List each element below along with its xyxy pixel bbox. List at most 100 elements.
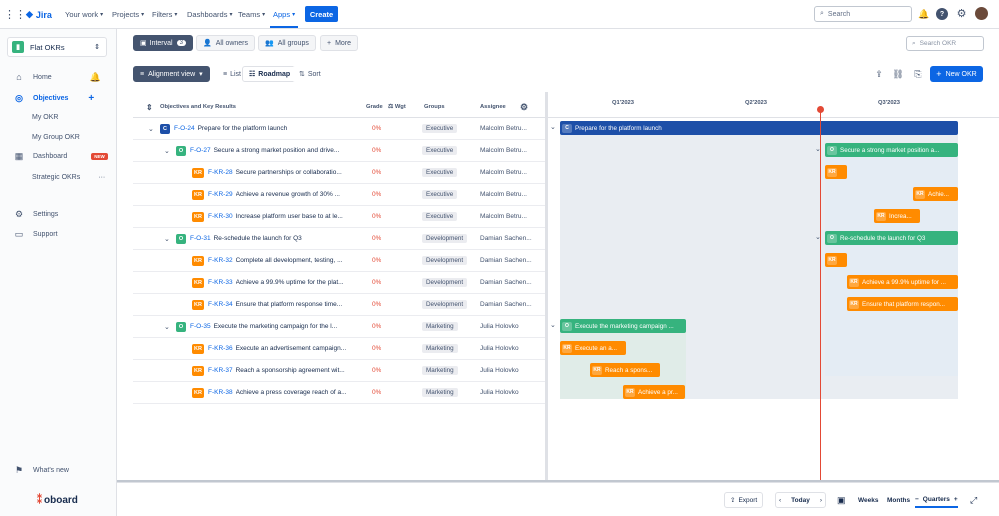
calendar-icon[interactable]: ▣ xyxy=(837,494,846,505)
okr-key-link[interactable]: F-KR-34 xyxy=(208,301,233,308)
group-cell[interactable]: Marketing xyxy=(422,388,458,397)
grade-value[interactable]: 0% xyxy=(372,301,382,308)
table-row[interactable]: KR F-KR-28 Secure partnerships or collabor… xyxy=(133,162,546,184)
chevron-down-icon[interactable]: ⌄ xyxy=(164,323,170,331)
add-objective-icon[interactable]: + xyxy=(88,92,95,104)
assignee-cell[interactable]: Julia Holovko xyxy=(480,367,519,374)
header-wgt[interactable]: ⚖ Wgt xyxy=(388,104,406,110)
grade-value[interactable]: 0% xyxy=(372,125,382,132)
okr-title[interactable]: Execute an advertisement campaign... xyxy=(235,345,347,352)
pane-splitter[interactable] xyxy=(545,92,548,482)
column-settings-icon[interactable]: ⚙ xyxy=(520,102,529,112)
table-row[interactable]: ⌄ O F-O-27 Secure a strong market position … xyxy=(133,140,546,162)
user-avatar[interactable] xyxy=(975,7,988,20)
okr-title[interactable]: Increase platform user base to at le... xyxy=(235,213,343,220)
group-cell[interactable]: Development xyxy=(422,234,468,243)
assignee-cell[interactable]: Malcolm Betru... xyxy=(480,169,527,176)
okr-key-link[interactable]: F-KR-29 xyxy=(208,191,233,198)
export-icon[interactable]: ⎘ xyxy=(914,68,922,79)
sidebar-item-support[interactable]: ▭ Support xyxy=(14,228,58,239)
assignee-cell[interactable]: Damian Sachen... xyxy=(480,257,532,264)
okr-key-link[interactable]: F-O-24 xyxy=(174,125,195,132)
okr-key-link[interactable]: F-KR-28 xyxy=(208,169,233,176)
timeline-bar[interactable]: KR xyxy=(825,165,847,179)
create-button[interactable]: Create xyxy=(305,6,338,22)
sidebar-item-my-group-okr[interactable]: My Group OKR xyxy=(32,133,80,141)
app-switcher-icon[interactable]: ⋮⋮ xyxy=(4,8,26,21)
table-row[interactable]: KR F-KR-37 Reach a sponsorship agreement w… xyxy=(133,360,546,382)
group-cell[interactable]: Executive xyxy=(422,190,458,199)
expand-all-icon[interactable]: ⇕ xyxy=(146,103,153,112)
okr-key-link[interactable]: F-KR-30 xyxy=(208,213,233,220)
link-icon[interactable]: ⛓ xyxy=(892,68,904,79)
table-row[interactable]: KR F-KR-30 Increase platform user base to … xyxy=(133,206,546,228)
group-cell[interactable]: Marketing xyxy=(422,322,458,331)
timeline-bar[interactable]: KR Execute an a... xyxy=(560,341,626,355)
group-cell[interactable]: Executive xyxy=(422,168,458,177)
grade-value[interactable]: 0% xyxy=(372,147,382,154)
okr-key-link[interactable]: F-KR-36 xyxy=(208,345,233,352)
timeline-bar[interactable]: KR Increa... xyxy=(874,209,920,223)
header-groups[interactable]: Groups xyxy=(424,104,445,110)
zoom-weeks[interactable]: Weeks xyxy=(858,496,879,504)
okr-title[interactable]: Reach a sponsorship agreement wit... xyxy=(235,367,345,374)
okr-key-link[interactable]: F-O-31 xyxy=(190,235,211,242)
timeline-bar[interactable]: KR Achie... xyxy=(913,187,958,201)
grade-value[interactable]: 0% xyxy=(372,191,382,198)
okr-title[interactable]: Achieve a revenue growth of 30% ... xyxy=(235,191,340,198)
grade-value[interactable]: 0% xyxy=(372,257,382,264)
fullscreen-icon[interactable]: ⤢ xyxy=(970,494,978,505)
settings-gear-icon[interactable]: ⚙ xyxy=(956,8,967,20)
assignee-cell[interactable]: Julia Holovko xyxy=(480,389,519,396)
share-icon[interactable]: ⇪ xyxy=(875,68,883,79)
timeline-bar[interactable]: KR Ensure that platform respon... xyxy=(847,297,958,311)
okr-key-link[interactable]: F-KR-33 xyxy=(208,279,233,286)
okr-title[interactable]: Execute the marketing campaign for the l… xyxy=(213,323,338,330)
header-assignee[interactable]: Assignee xyxy=(480,104,506,110)
grade-value[interactable]: 0% xyxy=(372,345,382,352)
timeline-bar[interactable]: O Re-schedule the launch for Q3 xyxy=(825,231,958,245)
grade-value[interactable]: 0% xyxy=(372,389,382,396)
chevron-down-icon[interactable]: ⌄ xyxy=(550,322,556,329)
assignee-cell[interactable]: Damian Sachen... xyxy=(480,301,532,308)
table-row[interactable]: KR F-KR-29 Achieve a revenue growth of 30%… xyxy=(133,184,546,206)
assignee-cell[interactable]: Malcolm Betru... xyxy=(480,125,527,132)
okr-title[interactable]: Achieve a 99.9% uptime for the plat... xyxy=(235,279,344,286)
chevron-down-icon[interactable]: ⌄ xyxy=(815,234,821,241)
new-okr-button[interactable]: + New OKR xyxy=(930,66,983,82)
okr-title[interactable]: Achieve a press coverage reach of a... xyxy=(235,389,347,396)
okr-title[interactable]: Re-schedule the launch for Q3 xyxy=(213,235,302,242)
nav-your-work[interactable]: Your work ▾ xyxy=(65,10,104,19)
table-row[interactable]: KR F-KR-32 Complete all development, testi… xyxy=(133,250,546,272)
group-cell[interactable]: Marketing xyxy=(422,344,458,353)
grade-value[interactable]: 0% xyxy=(372,323,382,330)
assignee-cell[interactable]: Julia Holovko xyxy=(480,345,519,352)
timeline-bar[interactable]: O Secure a strong market position a... xyxy=(825,143,958,157)
alignment-view-dropdown[interactable]: ≡ Alignment view ▾ xyxy=(133,66,210,82)
chevron-down-icon[interactable]: ⌄ xyxy=(164,147,170,155)
grade-value[interactable]: 0% xyxy=(372,279,382,286)
project-switcher[interactable]: ▮ Flat OKRs ⇕ xyxy=(7,37,107,57)
sidebar-item-settings[interactable]: ⚙ Settings xyxy=(14,208,59,219)
help-icon[interactable]: ? xyxy=(936,8,948,20)
timeline-bar[interactable]: O Execute the marketing campaign ... xyxy=(560,319,686,333)
grade-value[interactable]: 0% xyxy=(372,367,382,374)
sidebar-item-whats-new[interactable]: ⚑ What's new xyxy=(14,464,69,475)
table-row[interactable]: KR F-KR-36 Execute an advertisement campai… xyxy=(133,338,546,360)
zoom-months[interactable]: Months xyxy=(887,496,911,504)
okr-key-link[interactable]: F-O-35 xyxy=(190,323,211,330)
all-owners-filter[interactable]: 👤 All owners xyxy=(196,35,256,51)
assignee-cell[interactable]: Julia Holovko xyxy=(480,323,519,330)
grade-value[interactable]: 0% xyxy=(372,169,382,176)
group-cell[interactable]: Marketing xyxy=(422,366,458,375)
nav-filters[interactable]: Filters ▾ xyxy=(152,10,178,19)
sidebar-item-home[interactable]: ⌂ Home 🔔 xyxy=(0,68,117,86)
sort-button[interactable]: ⇅ Sort xyxy=(292,66,328,82)
grade-value[interactable]: 0% xyxy=(372,213,382,220)
table-row[interactable]: ⌄ O F-O-31 Re-schedule the launch for Q3 0% D… xyxy=(133,228,546,250)
zoom-in-icon[interactable]: + xyxy=(953,495,958,503)
group-cell[interactable]: Executive xyxy=(422,124,458,133)
group-cell[interactable]: Executive xyxy=(422,146,458,155)
timeline-bar[interactable]: KR Achieve a pr... xyxy=(623,385,685,399)
nav-projects[interactable]: Projects ▾ xyxy=(112,10,145,19)
